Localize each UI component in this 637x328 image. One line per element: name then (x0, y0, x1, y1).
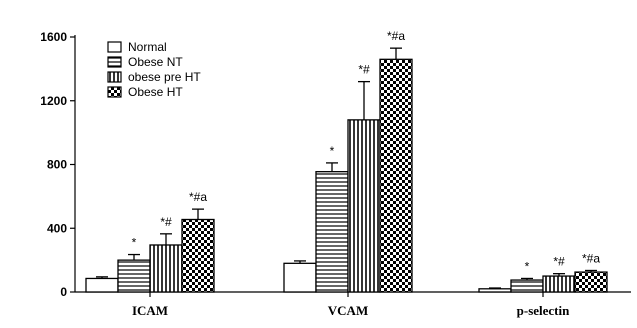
legend-swatch-horizontal-lines (107, 56, 122, 68)
legend-swatch-checkered (107, 86, 122, 98)
legend-swatch-vertical-lines (107, 71, 122, 83)
significance-label: * (132, 236, 137, 250)
legend-label: Obese HT (128, 85, 183, 99)
significance-label: *# (160, 215, 172, 229)
y-tick-label: 1600 (40, 30, 67, 44)
y-tick-label: 800 (47, 158, 67, 172)
legend-swatch-plain (107, 41, 122, 53)
bar-plain (478, 288, 512, 293)
significance-label: *#a (582, 251, 600, 265)
significance-label: *#a (189, 190, 207, 204)
significance-label: *#a (387, 29, 405, 43)
bar-vertical-lines (542, 275, 576, 293)
bar-checkered (181, 218, 215, 293)
significance-label: *# (358, 63, 370, 77)
bar-plain (283, 262, 317, 293)
y-tick-label: 0 (60, 285, 67, 299)
x-category-label: p-selectin (517, 303, 570, 318)
legend-label: Normal (128, 40, 167, 54)
significance-label: * (525, 259, 530, 273)
bar-checkered (379, 58, 413, 293)
bar-horizontal-lines (315, 171, 349, 293)
legend-label: Obese NT (128, 55, 183, 69)
bar-plain (85, 277, 119, 293)
bar-vertical-lines (149, 244, 183, 293)
significance-label: *# (553, 255, 565, 269)
bar-checkered (574, 271, 608, 293)
bar-vertical-lines (347, 119, 381, 293)
legend-label: obese pre HT (128, 70, 201, 84)
x-category-label: ICAM (132, 303, 168, 318)
bar-horizontal-lines (117, 259, 151, 293)
x-category-label: VCAM (328, 303, 368, 318)
bar-horizontal-lines (510, 279, 544, 293)
y-tick-label: 1200 (40, 94, 67, 108)
significance-label: * (330, 144, 335, 158)
y-tick-label: 400 (47, 221, 67, 235)
